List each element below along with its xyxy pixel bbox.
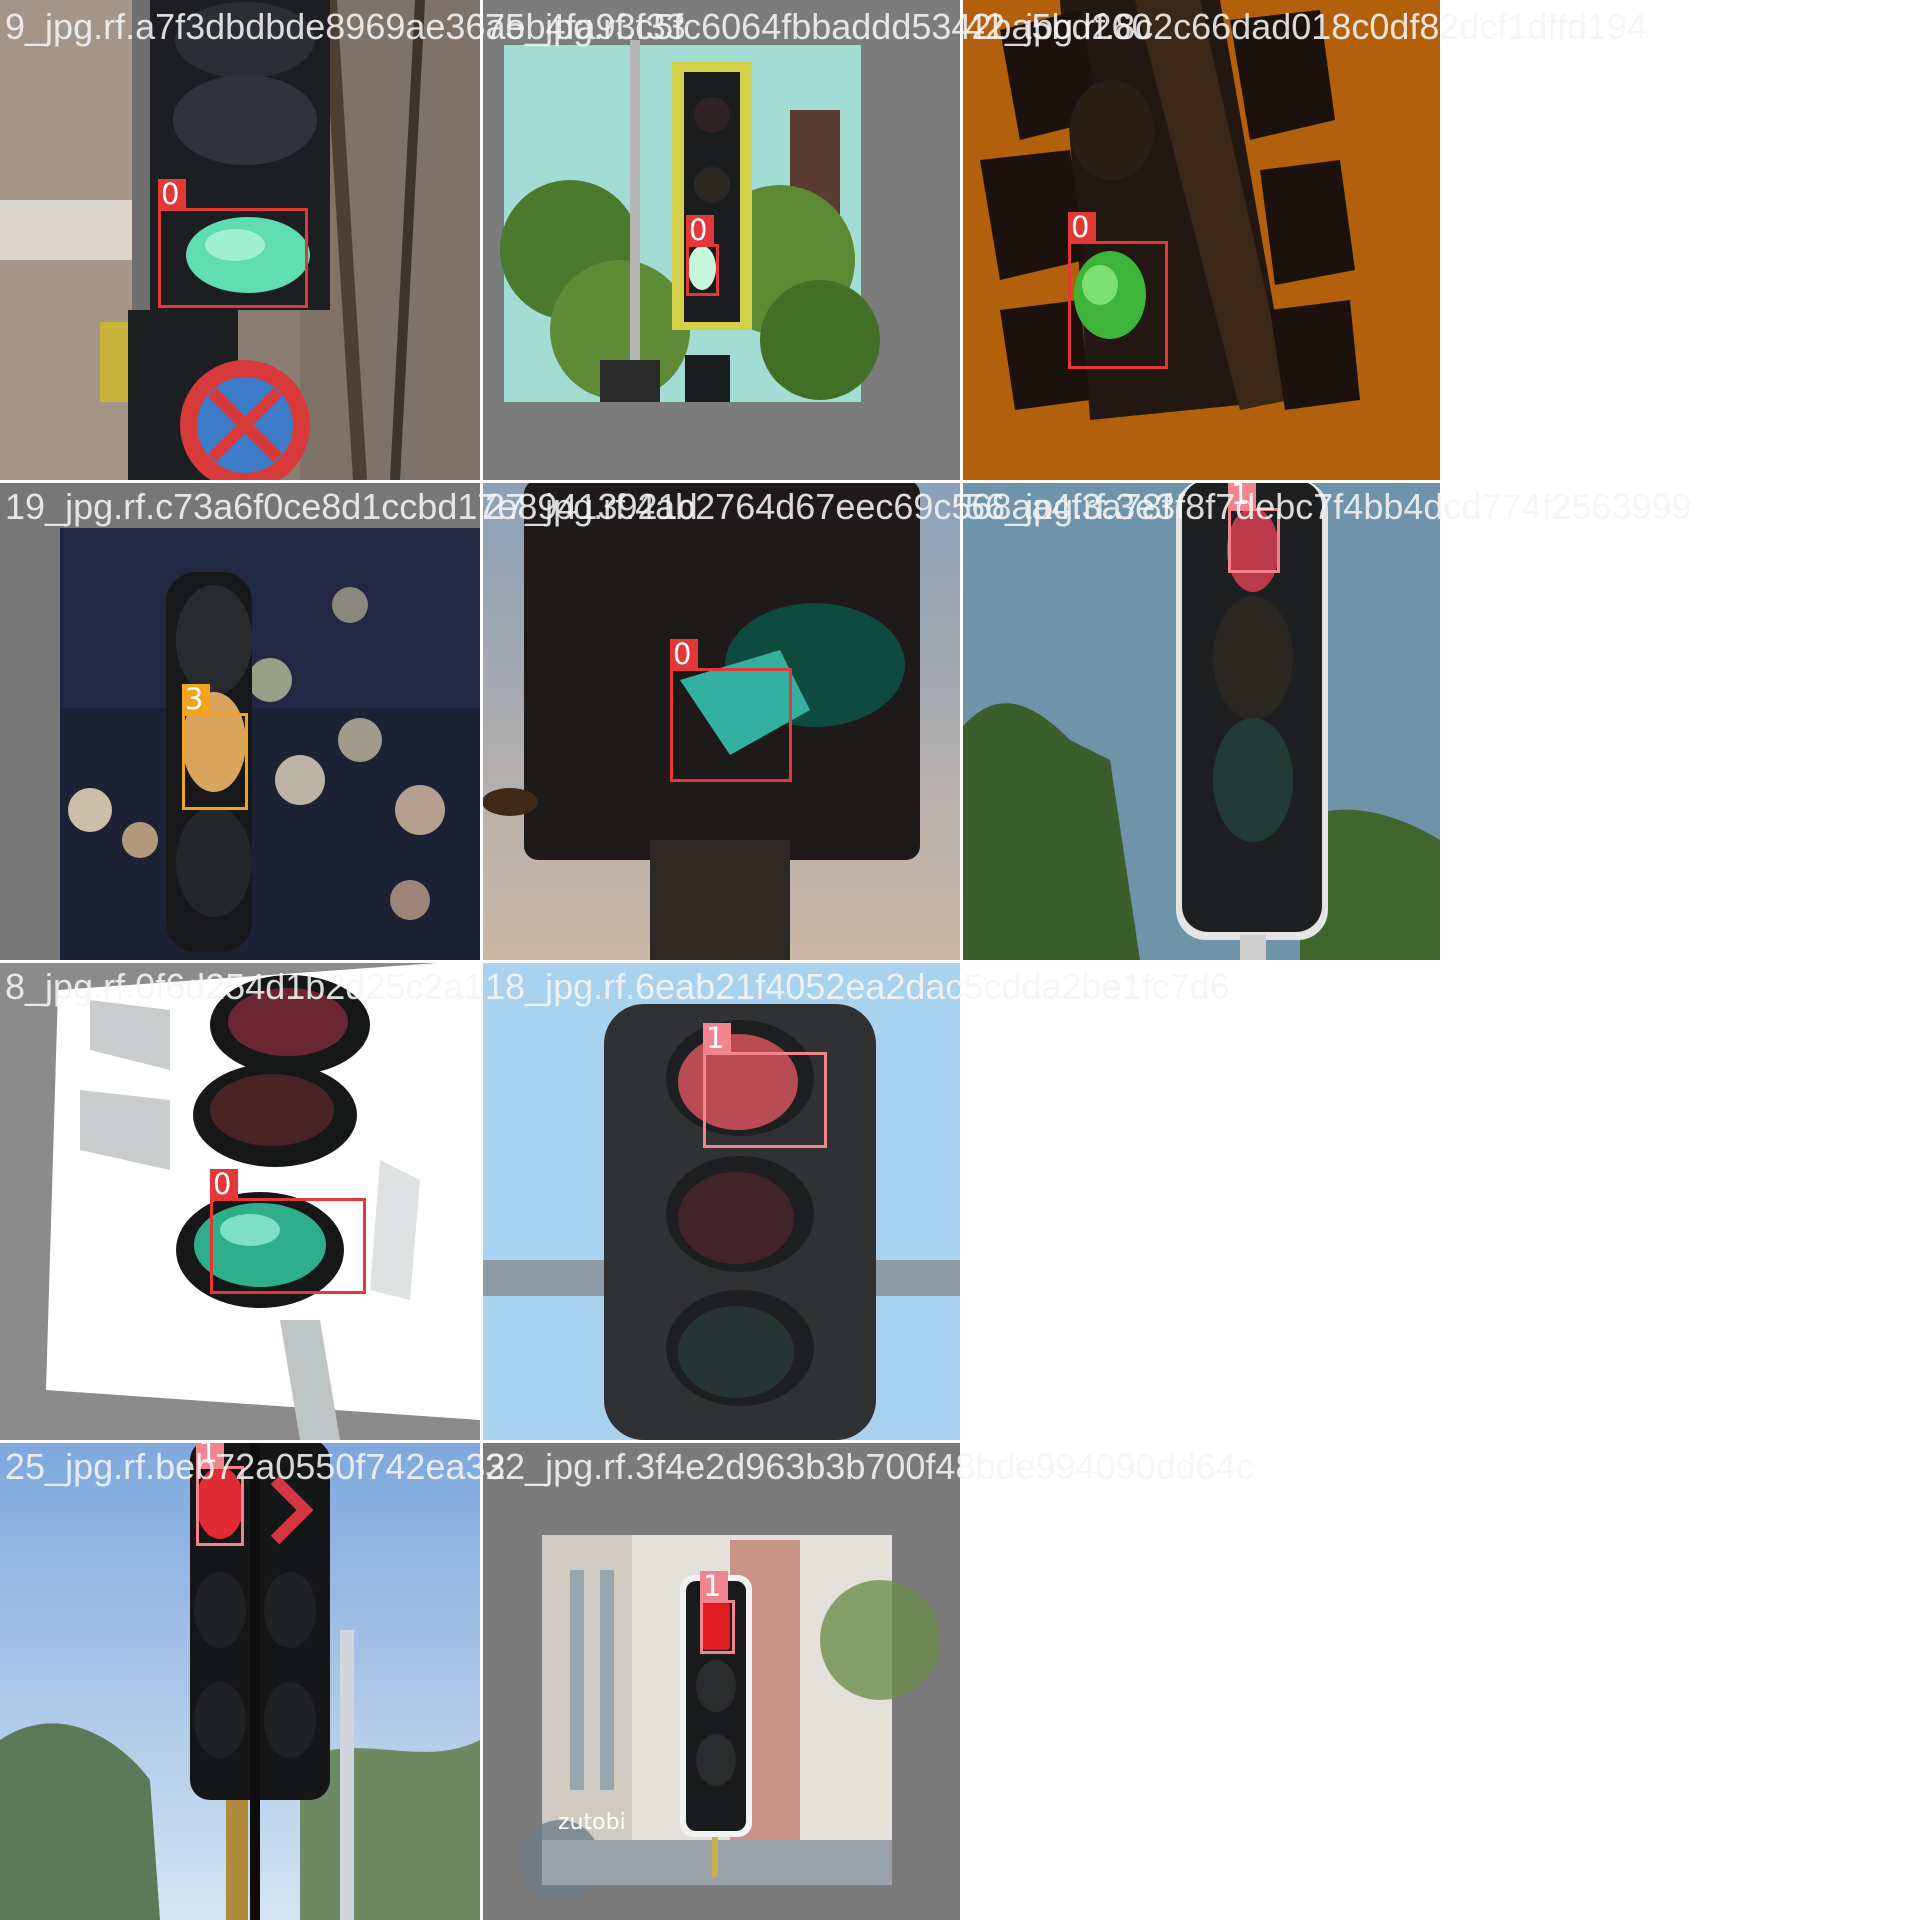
tile-image: [960, 0, 1440, 480]
tile-filename: 8_jpg.rf.0f6d254d1b2d25c2a1: [5, 966, 484, 1007]
class-label: 0: [686, 215, 714, 245]
mosaic-tile: 0: [0, 960, 480, 1440]
mosaic-tile: 0: [480, 0, 960, 480]
class-label: 0: [670, 639, 698, 669]
class-label: 3: [182, 684, 210, 714]
bounding-box: 0: [686, 215, 719, 296]
mosaic-tile: 0: [960, 0, 1440, 480]
bounding-box: 1: [700, 1571, 735, 1654]
mosaic-tile: 3: [0, 480, 480, 960]
mosaic-tile: 1: [480, 960, 960, 1440]
class-label: 0: [210, 1169, 238, 1199]
bounding-box: 0: [1068, 212, 1168, 369]
tile-image: [0, 960, 480, 1440]
mosaic-tile: 1: [960, 480, 1440, 960]
tile-image: [960, 480, 1440, 960]
bounding-box: 1: [1228, 480, 1280, 573]
tile-filename: 75_jpg.rf.c5fc6064fbbaddd5342ba5bd260: [485, 6, 1152, 47]
tile-filename: 42_jpg.rf.8c2c66dad018c0df82dcf1dffd194: [965, 6, 1647, 47]
tile-image: [480, 1440, 960, 1920]
bounding-box: 1: [703, 1023, 827, 1148]
bounding-box: 3: [182, 684, 248, 810]
mosaic-tile: 1: [0, 1440, 480, 1920]
bounding-box: 0: [158, 179, 308, 308]
grid-divider: [0, 960, 1440, 963]
bounding-box: 0: [670, 639, 792, 782]
tile-filename: 27_jpg.rf.4ab2764d67eec69c568aa4f3a78f: [485, 486, 1172, 527]
class-label: 0: [158, 179, 186, 209]
grid-divider: [0, 480, 1440, 483]
bounding-box: 1: [196, 1440, 244, 1546]
class-label: 0: [1068, 212, 1096, 242]
tile-image: [0, 0, 480, 480]
tile-filename: 25_jpg.rf.beb72a0550f742ea32: [5, 1446, 506, 1487]
tile-filename: 56_jpg.rf.3e3f8f7debc7f4bb4dcd774f256399…: [965, 486, 1692, 527]
class-label: 1: [700, 1571, 728, 1601]
mosaic-tile: 0: [480, 480, 960, 960]
mosaic-tile: zutobi 1: [480, 1440, 960, 1920]
tile-image: [0, 480, 480, 960]
tile-image: [480, 480, 960, 960]
mosaic-tile: 0: [0, 0, 480, 480]
tile-image: [480, 0, 960, 480]
tile-image: [0, 1440, 480, 1920]
grid-divider: [0, 1440, 960, 1443]
class-label: 1: [196, 1440, 224, 1467]
tile-filename: 19_jpg.rf.c73a6f0ce8d1ccbd17e89413921d: [5, 486, 698, 527]
tile-filename: 9_jpg.rf.a7f3dbdbde8969ae36aeb4fa93f33: [5, 6, 686, 47]
class-label: 1: [1228, 480, 1256, 509]
tile-image: [480, 960, 960, 1440]
watermark-text: zutobi: [558, 1810, 626, 1835]
bounding-box: 0: [210, 1169, 366, 1294]
tile-filename: 18_jpg.rf.6eab21f4052ea2dac5cdda2be1fc7d…: [485, 966, 1230, 1007]
class-label: 1: [703, 1023, 731, 1053]
tile-filename: 32_jpg.rf.3f4e2d963b3b700f48bde994090dd6…: [485, 1446, 1254, 1487]
